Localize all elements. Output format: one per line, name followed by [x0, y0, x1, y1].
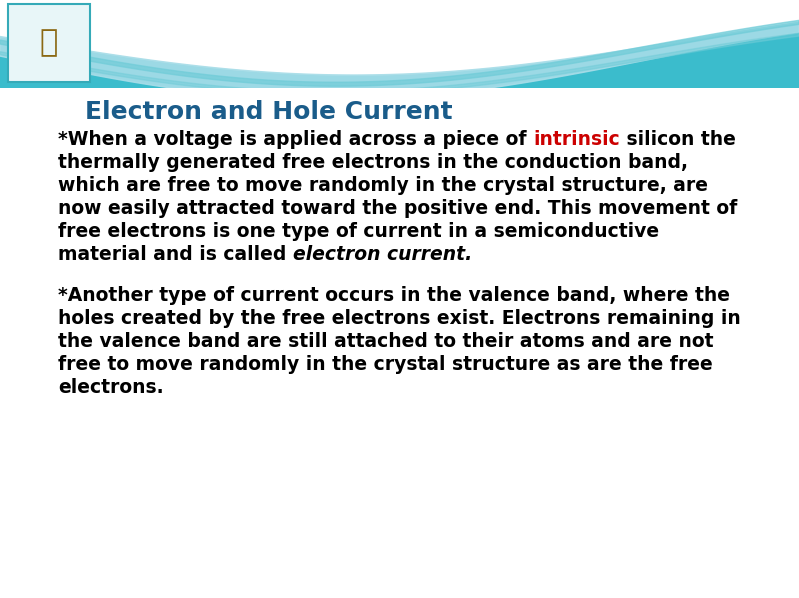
- Text: electrons.: electrons.: [58, 379, 164, 398]
- Text: 👸: 👸: [40, 29, 58, 57]
- Text: *Another type of current occurs in the valence band, where the: *Another type of current occurs in the v…: [58, 286, 730, 306]
- Text: thermally generated free electrons in the conduction band,: thermally generated free electrons in th…: [58, 153, 688, 172]
- Text: free electrons is one type of current in a semiconductive: free electrons is one type of current in…: [58, 222, 659, 241]
- Text: free to move randomly in the crystal structure as are the free: free to move randomly in the crystal str…: [58, 355, 713, 374]
- Text: the valence band are still attached to their atoms and are not: the valence band are still attached to t…: [58, 332, 714, 352]
- Text: now easily attracted toward the positive end. This movement of: now easily attracted toward the positive…: [58, 199, 737, 218]
- Bar: [8, 4, 90, 82]
- Text: electron current.: electron current.: [293, 245, 472, 264]
- Text: silicon the: silicon the: [620, 130, 736, 149]
- Text: Electron and Hole Current: Electron and Hole Current: [85, 100, 452, 124]
- Text: *When a voltage is applied across a piece of: *When a voltage is applied across a piec…: [58, 130, 533, 149]
- Bar: [0, 88, 799, 598]
- Text: intrinsic: intrinsic: [533, 130, 620, 149]
- Text: which are free to move randomly in the crystal structure, are: which are free to move randomly in the c…: [58, 176, 708, 195]
- Bar: [0, 0, 799, 88]
- Text: holes created by the free electrons exist. Electrons remaining in: holes created by the free electrons exis…: [58, 309, 741, 328]
- Text: material and is called: material and is called: [58, 245, 293, 264]
